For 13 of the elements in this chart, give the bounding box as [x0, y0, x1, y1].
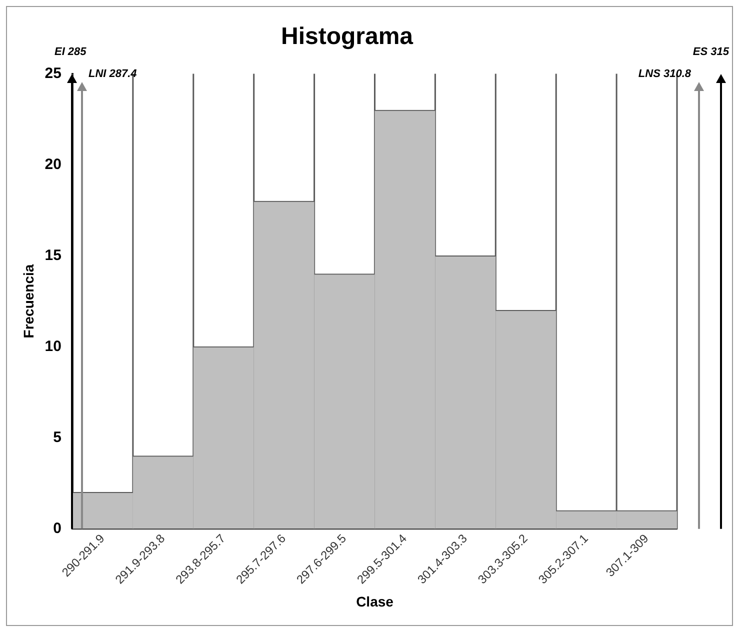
y-axis-title: Frecuencia [20, 264, 36, 338]
annotation: LNI 287.4 [88, 68, 137, 80]
y-tick-label: 20 [44, 156, 62, 173]
text: EI 285 [54, 46, 86, 58]
y-tick-label: 10 [44, 338, 62, 355]
y-tick-label: 0 [53, 520, 62, 537]
annotation: LNS 310.8 [638, 68, 691, 80]
y-tick-label: 5 [53, 428, 62, 446]
chart-title: Histograma [280, 23, 414, 50]
y-tick-label: 15 [44, 246, 62, 264]
x-axis-title: Clase [356, 593, 394, 610]
text: ES 315 [692, 46, 729, 58]
y-tick-label: 25 [44, 64, 62, 82]
